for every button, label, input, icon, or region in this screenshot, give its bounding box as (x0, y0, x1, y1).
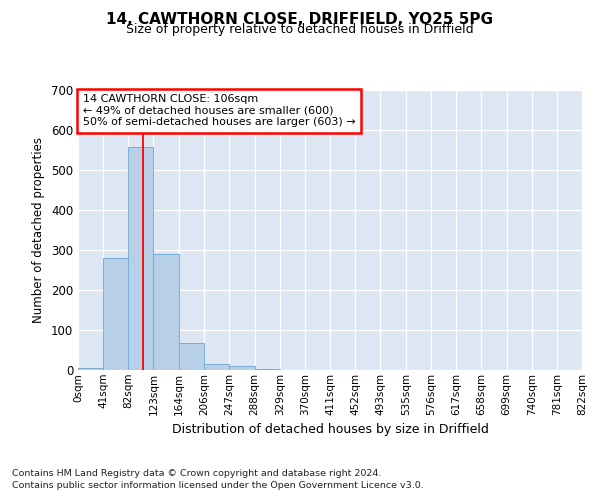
Text: Size of property relative to detached houses in Driffield: Size of property relative to detached ho… (126, 22, 474, 36)
Y-axis label: Number of detached properties: Number of detached properties (32, 137, 46, 323)
Text: Contains HM Land Registry data © Crown copyright and database right 2024.: Contains HM Land Registry data © Crown c… (12, 468, 382, 477)
X-axis label: Distribution of detached houses by size in Driffield: Distribution of detached houses by size … (172, 423, 488, 436)
Text: Contains public sector information licensed under the Open Government Licence v3: Contains public sector information licen… (12, 481, 424, 490)
Text: 14, CAWTHORN CLOSE, DRIFFIELD, YO25 5PG: 14, CAWTHORN CLOSE, DRIFFIELD, YO25 5PG (107, 12, 493, 28)
Bar (229, 366, 254, 370)
Text: 14 CAWTHORN CLOSE: 106sqm
← 49% of detached houses are smaller (600)
50% of semi: 14 CAWTHORN CLOSE: 106sqm ← 49% of detac… (83, 94, 356, 128)
Bar (205, 364, 229, 370)
Bar (154, 254, 179, 370)
Bar (179, 343, 203, 370)
Bar (103, 258, 128, 370)
Bar (128, 147, 154, 370)
Bar (78, 368, 103, 370)
Bar (254, 369, 280, 370)
